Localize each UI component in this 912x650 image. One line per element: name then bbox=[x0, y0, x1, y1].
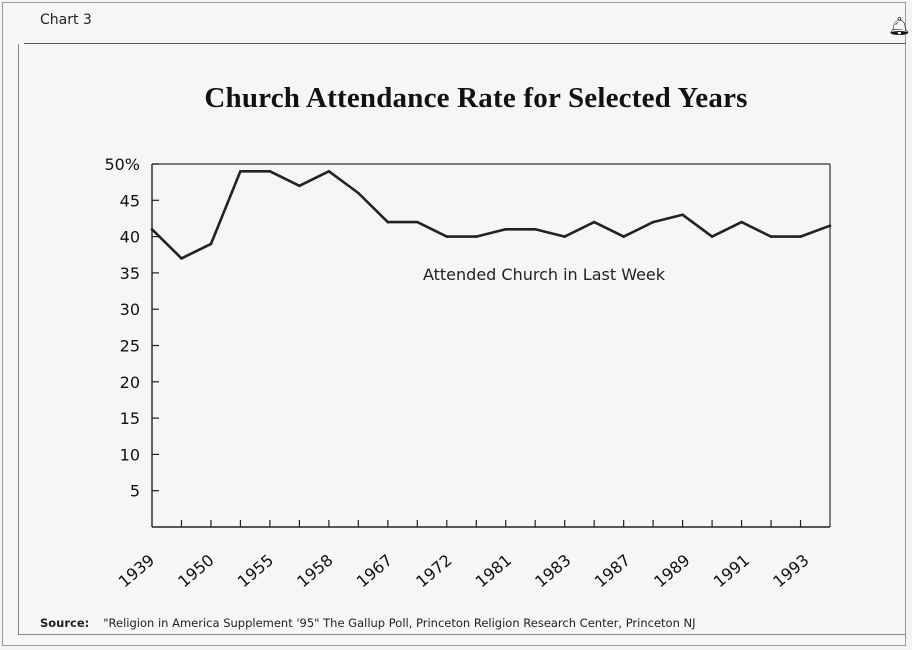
source-text: "Religion in America Supplement '95" The… bbox=[103, 616, 696, 630]
series-label: Attended Church in Last Week bbox=[423, 265, 666, 284]
left-border-rule bbox=[18, 44, 19, 634]
x-tick-label: 1939 bbox=[115, 550, 158, 591]
x-tick-label: 1958 bbox=[293, 550, 336, 591]
data-point bbox=[386, 220, 390, 224]
y-tick-label: 45 bbox=[120, 191, 140, 210]
data-point bbox=[209, 242, 213, 246]
x-tick-label: 1989 bbox=[650, 550, 693, 591]
data-point bbox=[563, 235, 566, 238]
data-point bbox=[150, 228, 154, 231]
x-tick-label: 1983 bbox=[531, 550, 574, 591]
x-tick-label: 1987 bbox=[591, 550, 634, 591]
x-tick-label: 1972 bbox=[412, 550, 455, 591]
data-point bbox=[504, 228, 508, 231]
y-tick-label: 10 bbox=[120, 445, 140, 464]
x-tick-label: 1950 bbox=[174, 550, 217, 591]
header-rule bbox=[24, 43, 906, 44]
x-tick-label: 1991 bbox=[710, 550, 753, 591]
data-point bbox=[474, 235, 478, 238]
data-point bbox=[268, 169, 272, 173]
x-tick-label: 1981 bbox=[472, 550, 515, 591]
chart-title: Church Attendance Rate for Selected Year… bbox=[204, 82, 748, 114]
bottom-border-rule bbox=[18, 634, 906, 635]
data-point bbox=[710, 235, 714, 238]
data-point bbox=[533, 228, 537, 231]
data-point bbox=[740, 220, 743, 224]
data-point bbox=[239, 169, 242, 173]
data-point bbox=[180, 257, 183, 260]
data-point bbox=[298, 184, 301, 188]
x-tick-label: 1967 bbox=[353, 550, 396, 591]
data-point bbox=[681, 213, 684, 217]
bell-icon: 🔔︎ bbox=[888, 16, 911, 37]
data-point bbox=[592, 220, 596, 224]
y-tick-label: 35 bbox=[120, 264, 140, 283]
data-point bbox=[416, 220, 419, 224]
data-point bbox=[357, 191, 360, 195]
data-point bbox=[445, 235, 449, 238]
y-tick-label: 5 bbox=[130, 482, 140, 501]
y-tick-label: 15 bbox=[120, 409, 140, 428]
series-line bbox=[151, 170, 831, 260]
y-tick-label: 40 bbox=[120, 228, 140, 247]
y-tick-label: 25 bbox=[120, 337, 140, 356]
data-point bbox=[651, 220, 655, 224]
data-point bbox=[327, 169, 331, 173]
data-point bbox=[769, 235, 773, 238]
x-tick-label: 1993 bbox=[769, 550, 812, 591]
data-point bbox=[828, 224, 832, 228]
x-tick-label: 1955 bbox=[234, 550, 277, 591]
source-note: Source: "Religion in America Supplement '… bbox=[40, 616, 696, 630]
y-tick-label: 50% bbox=[104, 155, 140, 174]
chart-number-label: Chart 3 bbox=[40, 12, 92, 28]
y-tick-label: 30 bbox=[120, 300, 140, 319]
y-tick-label: 20 bbox=[120, 373, 140, 392]
source-label: Source: bbox=[40, 616, 90, 630]
data-point bbox=[799, 235, 802, 238]
data-point bbox=[622, 235, 625, 238]
